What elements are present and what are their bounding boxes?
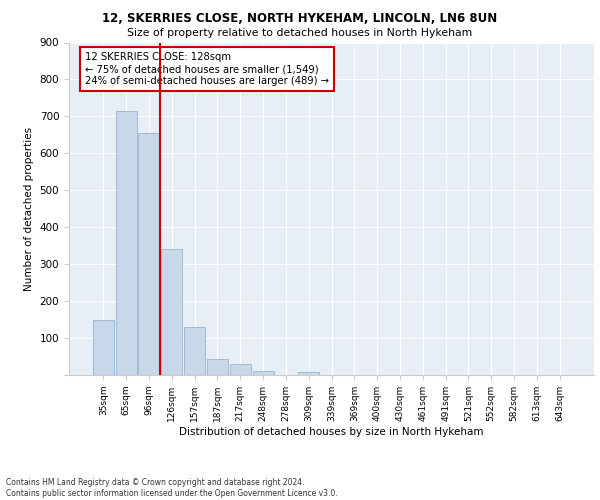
Text: Contains HM Land Registry data © Crown copyright and database right 2024.
Contai: Contains HM Land Registry data © Crown c… — [6, 478, 338, 498]
Text: Size of property relative to detached houses in North Hykeham: Size of property relative to detached ho… — [127, 28, 473, 38]
Bar — [253, 370, 274, 375]
Bar — [207, 360, 228, 375]
Bar — [184, 327, 205, 375]
Bar — [139, 133, 160, 375]
Bar — [116, 111, 137, 375]
X-axis label: Distribution of detached houses by size in North Hykeham: Distribution of detached houses by size … — [179, 426, 484, 436]
Y-axis label: Number of detached properties: Number of detached properties — [24, 126, 34, 291]
Bar — [298, 372, 319, 375]
Bar — [93, 320, 114, 375]
Bar — [230, 364, 251, 375]
Text: 12 SKERRIES CLOSE: 128sqm
← 75% of detached houses are smaller (1,549)
24% of se: 12 SKERRIES CLOSE: 128sqm ← 75% of detac… — [85, 52, 329, 86]
Text: 12, SKERRIES CLOSE, NORTH HYKEHAM, LINCOLN, LN6 8UN: 12, SKERRIES CLOSE, NORTH HYKEHAM, LINCO… — [103, 12, 497, 26]
Bar — [161, 250, 182, 375]
